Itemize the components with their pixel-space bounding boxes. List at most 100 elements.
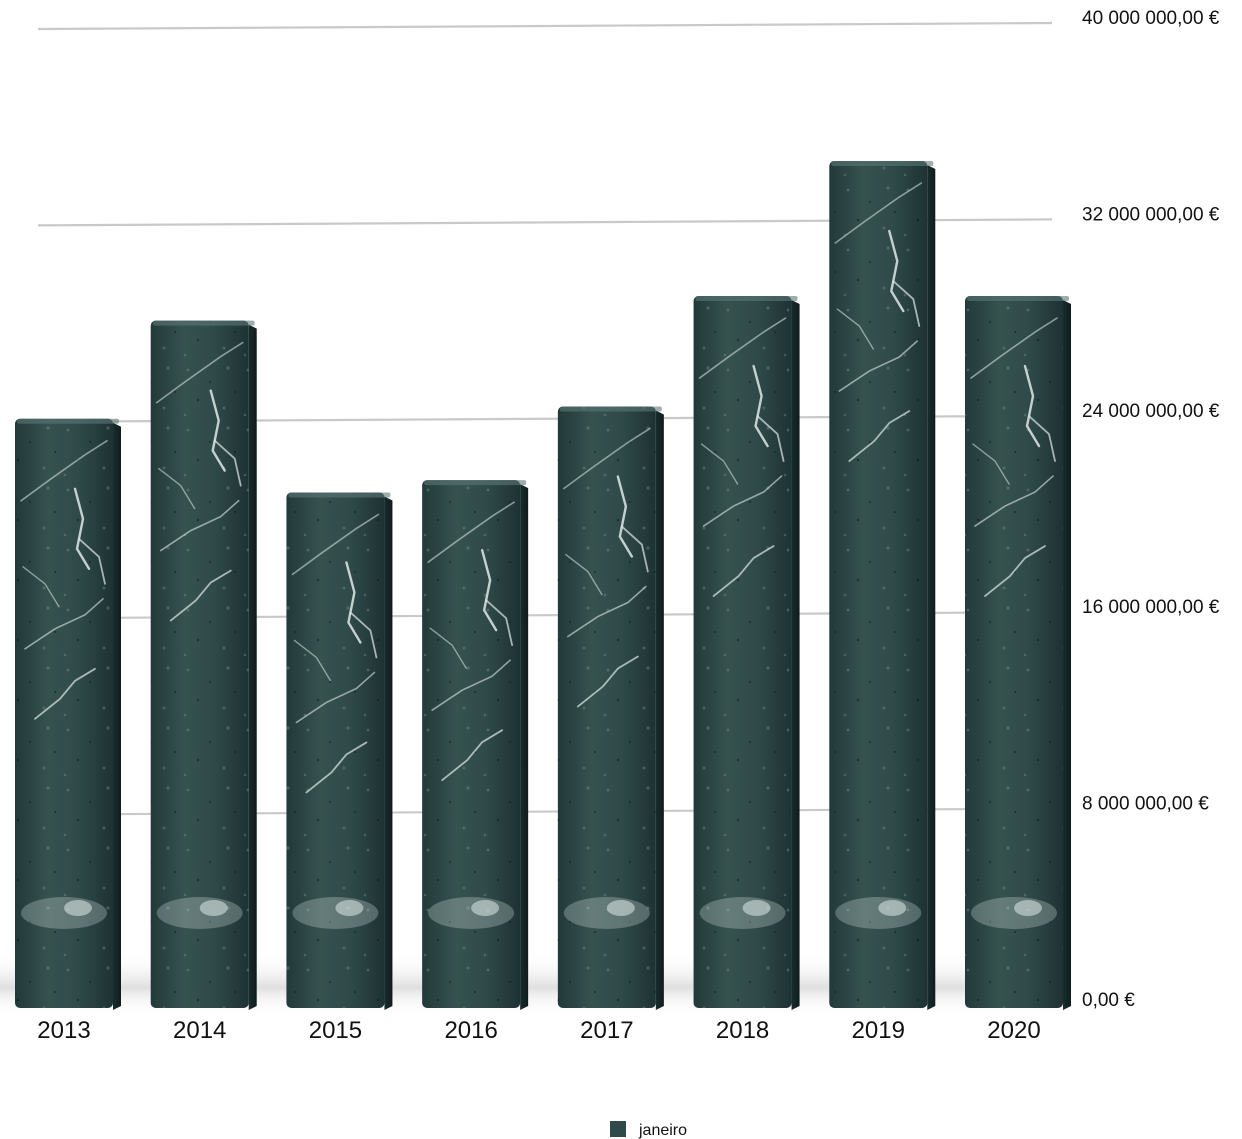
bar-top-cap xyxy=(967,296,1069,302)
y-tick-label: 32 000 000,00 € xyxy=(1082,204,1220,225)
marble-vein xyxy=(620,525,649,573)
bar-texture xyxy=(829,161,928,1008)
marble-patch xyxy=(156,897,243,929)
marble-vein xyxy=(576,655,639,708)
marble-vein xyxy=(892,280,921,327)
marble-vein xyxy=(78,537,106,585)
y-axis-tick-labels: 0,00 € 8 000 000,00 € 16 000 000,00 € 24 00… xyxy=(1082,8,1220,1011)
bar-2013 xyxy=(15,418,121,1010)
bar-2020 xyxy=(965,296,1071,1010)
marble-vein xyxy=(616,475,634,558)
marble-vein xyxy=(480,548,498,632)
marble-vein xyxy=(970,317,1058,379)
marble-vein xyxy=(972,443,1010,485)
x-axis-category-labels: 2013 2014 2015 2016 2017 2018 2019 2020 xyxy=(37,1017,1040,1044)
bar-2019 xyxy=(829,161,936,1010)
marble-vein xyxy=(158,467,196,510)
marble-vein xyxy=(984,545,1046,597)
marble-vein xyxy=(345,561,362,644)
bar-top-cap xyxy=(17,418,119,424)
marble-patch xyxy=(742,900,771,916)
bar-2018 xyxy=(693,296,800,1010)
marble-vein xyxy=(834,182,923,244)
bar-texture xyxy=(422,480,521,1008)
bar-side-face xyxy=(927,165,936,1010)
bar-texture xyxy=(286,492,385,1008)
y-tick-label: 0,00 € xyxy=(1082,990,1135,1011)
marble-vein xyxy=(349,611,378,659)
x-category-label: 2018 xyxy=(716,1017,769,1044)
bar-top-cap xyxy=(424,480,527,486)
gridline xyxy=(37,21,1053,31)
x-category-label: 2015 xyxy=(309,1017,362,1044)
bar-top-cap xyxy=(152,320,255,326)
marble-patch xyxy=(199,900,228,916)
marble-vein xyxy=(431,659,511,711)
marble-vein xyxy=(836,308,874,350)
marble-patch xyxy=(21,897,107,929)
marble-vein xyxy=(974,475,1054,527)
bar-side-face xyxy=(1063,300,1071,1010)
bar-2016 xyxy=(422,480,529,1010)
marble-patch xyxy=(428,897,515,929)
marble-patch xyxy=(292,897,379,929)
marble-vein xyxy=(702,475,783,527)
marble-patch xyxy=(878,900,907,916)
bar-texture xyxy=(150,320,249,1009)
marble-vein xyxy=(73,487,91,570)
marble-vein xyxy=(155,341,244,404)
bar-texture xyxy=(965,296,1063,1008)
marble-vein xyxy=(567,585,647,638)
marble-vein xyxy=(291,513,380,576)
marble-vein xyxy=(20,440,108,502)
marble-patch xyxy=(563,897,650,929)
marble-vein xyxy=(848,410,911,462)
marble-patch xyxy=(835,897,922,929)
marble-vein xyxy=(712,545,775,597)
marble-vein xyxy=(293,639,332,682)
bar-top-cap xyxy=(695,296,798,302)
marble-vein xyxy=(838,340,919,392)
y-tick-label: 16 000 000,00 € xyxy=(1082,597,1220,618)
x-category-label: 2017 xyxy=(580,1017,633,1044)
x-category-label: 2016 xyxy=(444,1017,497,1044)
bars xyxy=(15,161,1071,1011)
marble-vein xyxy=(1028,415,1056,462)
marble-vein xyxy=(1023,364,1041,448)
bar-side-face xyxy=(655,410,664,1010)
marble-patch xyxy=(699,897,786,929)
bar-side-face xyxy=(384,496,393,1010)
marble-patch xyxy=(971,897,1057,929)
marble-vein xyxy=(752,364,769,448)
x-category-label: 2019 xyxy=(852,1017,905,1044)
y-tick-label: 24 000 000,00 € xyxy=(1082,401,1220,422)
bar-side-face xyxy=(113,422,121,1010)
marble-patch xyxy=(335,900,364,916)
marble-vein xyxy=(427,501,515,563)
marble-vein xyxy=(565,553,603,596)
marble-vein xyxy=(698,317,787,379)
marble-patch xyxy=(64,900,92,916)
marble-vein xyxy=(295,671,376,724)
marble-vein xyxy=(22,566,60,608)
marble-vein xyxy=(485,599,514,647)
marble-patch xyxy=(1014,900,1042,916)
bar-2017 xyxy=(557,406,664,1010)
bar-side-face xyxy=(791,300,800,1010)
marble-vein xyxy=(888,229,905,313)
marble-vein xyxy=(169,569,232,622)
bar-2014 xyxy=(150,320,257,1011)
marble-patch xyxy=(471,900,500,916)
marble-vein xyxy=(429,627,467,669)
bar-top-cap xyxy=(831,161,934,167)
marble-patch xyxy=(606,900,635,916)
x-category-label: 2014 xyxy=(173,1017,226,1044)
marble-vein xyxy=(34,667,96,720)
marble-vein xyxy=(700,443,739,485)
marble-vein xyxy=(209,389,226,472)
legend-label-janeiro: janeiro xyxy=(638,1122,687,1139)
bar-side-face xyxy=(520,484,529,1010)
marble-vein xyxy=(159,499,240,552)
